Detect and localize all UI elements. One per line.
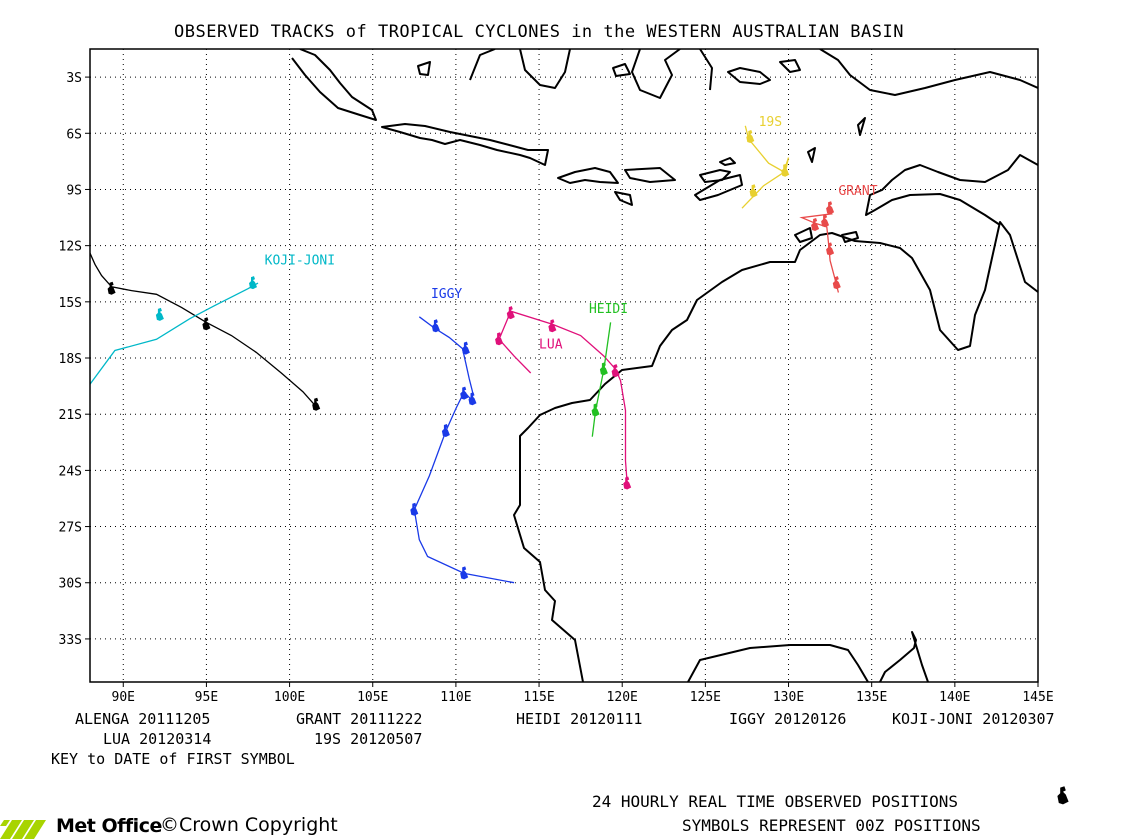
key-alenga: ALENGA 20111205 [75, 710, 211, 728]
cyclone-position-icon [781, 163, 790, 177]
lon-tick-label: 115E [523, 690, 554, 705]
lat-tick-label: 3S [66, 71, 82, 86]
cyclone-position-icon [749, 184, 758, 198]
lat-tick-label: 15S [59, 296, 82, 311]
key-heidi: HEIDI 20120111 [516, 710, 643, 728]
met-office-mark-icon [0, 820, 46, 839]
cyclone-position-icon [461, 341, 470, 355]
lon-tick-label: 105E [357, 690, 388, 705]
track-line-19s [741, 125, 790, 209]
cyclone-symbol-icon [1057, 786, 1069, 805]
plot-frame [89, 48, 1039, 683]
lat-tick-label: 12S [59, 240, 82, 255]
track-line-grant [799, 206, 840, 293]
track-heidi: HEIDI [589, 302, 628, 437]
met-office-logo: Met Office [0, 812, 162, 840]
lat-tick-label: 30S [59, 577, 82, 592]
storm-label-koji-joni: KOJI-JONI [265, 253, 335, 268]
brand-name: Met Office [56, 815, 162, 837]
cyclone-position-icon [826, 201, 835, 215]
track-koji-joni: KOJI-JONI [90, 253, 335, 385]
key-iggy: IGGY 20120126 [729, 710, 847, 728]
cyclone-position-icon [155, 307, 164, 321]
lat-tick-label: 18S [59, 352, 82, 367]
lon-tick-label: 120E [607, 690, 638, 705]
cyclone-position-icon [832, 276, 841, 290]
lon-tick-label: 125E [690, 690, 721, 705]
key-lua: LUA 20120314 [103, 730, 212, 748]
track-lua: LUA [495, 306, 632, 490]
storm-label-19s: 19S [759, 115, 782, 130]
map-title: OBSERVED TRACKS of TROPICAL CYCLONES in … [174, 22, 904, 42]
track-line-heidi [591, 322, 612, 437]
legend-00z: SYMBOLS REPRESENT 00Z POSITIONS [682, 816, 981, 835]
lat-tick-label: 21S [59, 408, 82, 423]
track-line-alenga [90, 252, 317, 408]
track-grant: GRANT [799, 184, 878, 293]
cyclone-position-icon [431, 319, 440, 333]
cyclone-position-icon [623, 476, 632, 490]
track-alenga [90, 252, 321, 411]
coastline [291, 49, 1038, 682]
track-iggy: IGGY [410, 287, 515, 584]
lon-tick-label: 145E [1022, 690, 1053, 705]
lat-tick-label: 6S [66, 127, 82, 142]
key-caption: KEY to DATE of FIRST SYMBOL [51, 750, 295, 768]
cyclone-position-icon [460, 386, 469, 400]
copyright-notice: ©Crown Copyright [160, 814, 338, 836]
storm-label-grant: GRANT [838, 184, 877, 199]
cyclone-position-icon [826, 242, 835, 256]
cyclone-position-icon [312, 397, 321, 411]
cyclone-position-icon [249, 276, 257, 290]
track-line-iggy [413, 316, 515, 584]
lat-tick-label: 24S [59, 464, 82, 479]
lon-tick-label: 90E [112, 690, 135, 705]
graticule [90, 49, 1038, 682]
key-19s: 19S 20120507 [314, 730, 423, 748]
lon-tick-label: 100E [274, 690, 305, 705]
key-koji-joni: KOJI-JONI 20120307 [892, 710, 1055, 728]
lat-tick-label: 33S [59, 633, 82, 648]
lat-tick-label: 9S [66, 183, 82, 198]
track-line-koji-joni [90, 282, 259, 385]
lon-tick-label: 140E [939, 690, 970, 705]
cyclone-position-icon [460, 566, 469, 580]
lon-tick-label: 135E [856, 690, 887, 705]
cyclone-position-icon [821, 214, 830, 228]
storm-label-lua: LUA [539, 338, 563, 353]
storm-label-heidi: HEIDI [589, 302, 628, 317]
lon-tick-label: 95E [195, 690, 218, 705]
cyclone-position-icon [599, 362, 608, 376]
storm-label-iggy: IGGY [431, 287, 462, 302]
lon-tick-label: 130E [773, 690, 804, 705]
track-19s: 19S [741, 115, 790, 209]
legend-positions: 24 HOURLY REAL TIME OBSERVED POSITIONS [592, 792, 959, 811]
lon-tick-label: 110E [440, 690, 471, 705]
cyclone-position-icon [591, 403, 600, 417]
cyclone-position-icon [468, 392, 477, 406]
key-grant: GRANT 20111222 [296, 710, 423, 728]
lat-tick-label: 27S [59, 521, 82, 536]
